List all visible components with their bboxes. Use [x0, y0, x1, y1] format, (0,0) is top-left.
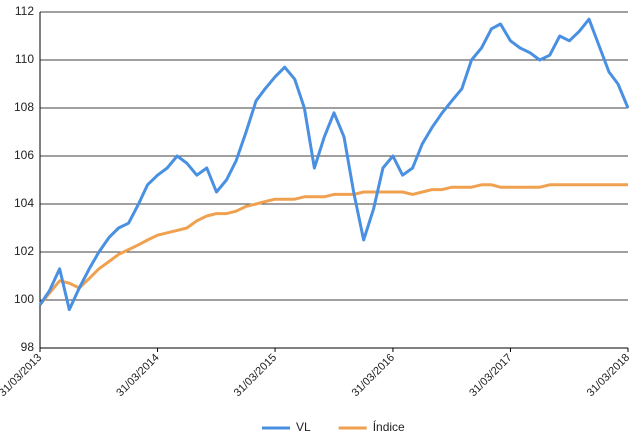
y-tick-label: 112 — [15, 4, 34, 18]
x-tick-label: 31/03/2014 — [114, 352, 161, 399]
x-tick-label: 31/03/2017 — [467, 352, 514, 399]
series-line — [38, 183, 628, 306]
legend-label: VL — [296, 420, 311, 434]
y-tick-label: 98 — [21, 340, 35, 354]
x-tick-label: 31/03/2015 — [232, 352, 279, 399]
x-tick-label: 31/03/2013 — [0, 352, 44, 399]
x-tick-label: 31/03/2018 — [585, 352, 632, 399]
y-tick-label: 102 — [14, 244, 34, 258]
legend-label: Índice — [373, 419, 405, 434]
y-tick-label: 106 — [14, 148, 34, 162]
series-line — [38, 17, 630, 312]
y-tick-label: 108 — [14, 100, 34, 114]
y-tick-label: 100 — [14, 292, 34, 306]
y-tick-label: 110 — [15, 52, 34, 66]
y-tick-label: 104 — [14, 196, 34, 210]
x-tick-label: 31/03/2016 — [350, 352, 397, 399]
